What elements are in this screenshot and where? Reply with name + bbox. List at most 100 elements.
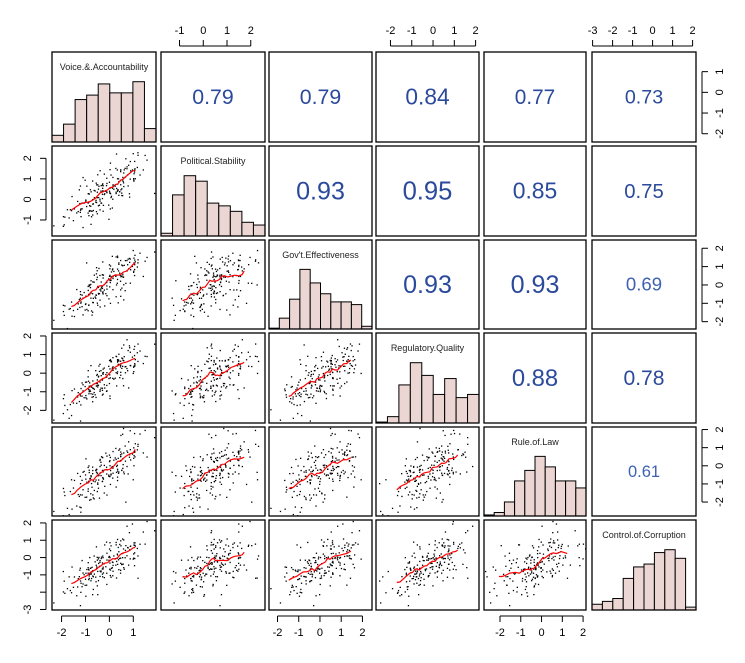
data-point	[536, 576, 539, 578]
data-point	[179, 402, 181, 404]
data-point	[496, 595, 498, 597]
data-point	[117, 360, 119, 362]
data-point	[99, 200, 101, 202]
data-point	[306, 394, 309, 396]
data-point	[233, 542, 235, 544]
data-point	[106, 372, 108, 374]
data-point	[207, 466, 209, 469]
data-point	[310, 393, 312, 395]
data-point	[124, 549, 127, 552]
data-point	[190, 297, 192, 299]
data-point	[297, 579, 299, 581]
data-point	[238, 372, 240, 375]
data-point	[96, 490, 98, 493]
data-point	[435, 565, 437, 567]
data-point	[307, 572, 310, 574]
data-point	[87, 193, 90, 195]
data-point	[211, 494, 214, 496]
data-point	[219, 472, 221, 474]
data-point	[423, 560, 425, 562]
data-point	[199, 376, 202, 378]
data-point	[418, 584, 420, 586]
data-point	[203, 478, 205, 480]
data-point	[134, 456, 136, 458]
data-point	[360, 372, 362, 375]
data-point	[191, 302, 193, 304]
data-point	[185, 569, 187, 571]
data-point	[429, 558, 431, 560]
data-point	[399, 586, 401, 588]
data-point	[409, 475, 411, 478]
panel-frame	[483, 51, 587, 143]
data-point	[109, 460, 111, 462]
data-point	[239, 290, 242, 292]
panel-frame	[160, 239, 266, 330]
data-point	[442, 545, 444, 547]
data-point	[311, 576, 313, 578]
data-point	[226, 270, 228, 272]
data-point	[220, 570, 223, 572]
histogram-bar	[241, 221, 254, 237]
data-point	[404, 568, 406, 571]
panel-frame	[160, 426, 266, 517]
data-point	[323, 541, 325, 543]
data-point	[109, 192, 111, 194]
data-point	[256, 372, 259, 375]
panel-frame	[268, 239, 373, 330]
data-point	[408, 561, 411, 563]
data-point	[71, 390, 73, 392]
data-point	[300, 363, 302, 365]
data-point	[338, 466, 340, 468]
data-point	[204, 575, 206, 577]
data-point	[238, 360, 240, 362]
data-point	[117, 472, 120, 474]
data-point	[324, 555, 326, 557]
data-point	[188, 387, 190, 390]
data-point	[332, 489, 334, 492]
data-point	[310, 475, 313, 477]
correlation-value: 0.88	[512, 365, 558, 392]
data-point	[540, 567, 542, 569]
data-point	[213, 296, 216, 298]
data-point	[447, 555, 449, 557]
data-point	[413, 567, 415, 569]
data-point	[68, 513, 70, 516]
data-point	[414, 556, 416, 559]
data-point	[315, 494, 318, 496]
data-point	[172, 570, 175, 573]
data-point	[461, 542, 463, 544]
data-point	[300, 588, 302, 591]
data-point	[120, 364, 122, 367]
data-point	[551, 568, 553, 570]
data-point	[73, 315, 76, 318]
data-point	[237, 450, 240, 452]
data-point	[82, 572, 84, 574]
data-point	[221, 360, 223, 362]
data-point	[336, 359, 339, 361]
data-point	[109, 281, 111, 284]
data-point	[222, 261, 224, 263]
data-point	[342, 453, 344, 455]
data-point	[346, 584, 348, 586]
data-point	[227, 261, 230, 263]
data-point	[426, 559, 428, 561]
data-point	[102, 576, 104, 578]
data-point	[203, 311, 206, 313]
data-point	[117, 302, 119, 304]
axis-tick-label: -2	[386, 25, 396, 37]
data-point	[521, 594, 523, 596]
data-point	[245, 302, 248, 304]
data-point	[439, 450, 441, 452]
data-point	[241, 352, 243, 354]
data-point	[352, 563, 354, 565]
data-point	[215, 567, 217, 569]
axis-tick-label: -2	[57, 627, 67, 639]
variable-label: Voice.&.Accountability	[60, 62, 149, 72]
data-point	[219, 564, 221, 567]
data-point	[121, 287, 123, 289]
data-point	[307, 541, 309, 544]
data-point	[90, 572, 92, 574]
data-point	[348, 372, 351, 374]
data-point	[137, 445, 139, 447]
data-point	[109, 274, 111, 276]
